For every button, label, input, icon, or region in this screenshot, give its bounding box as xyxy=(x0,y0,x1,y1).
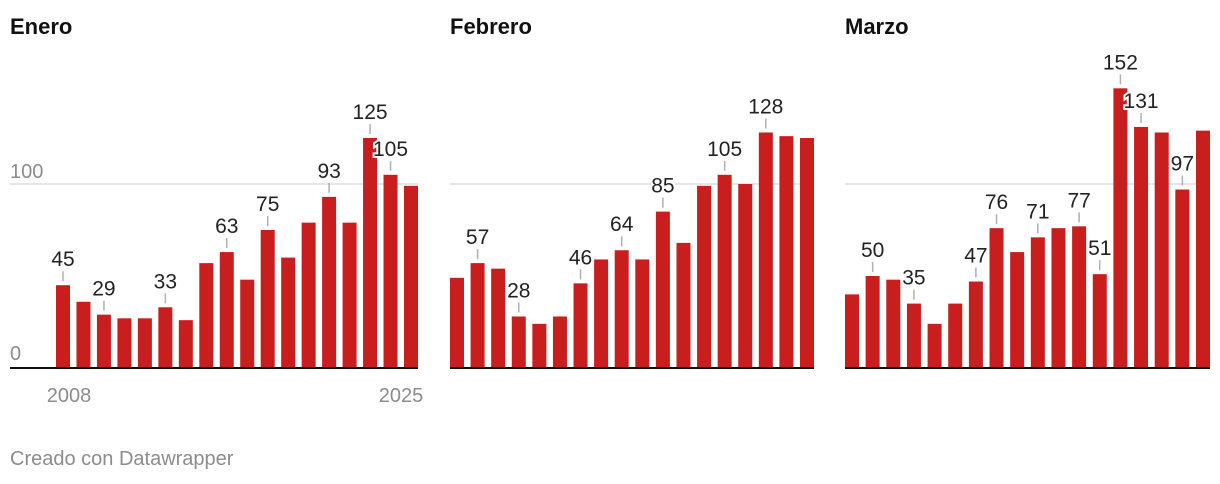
y-tick-label: 0 xyxy=(10,343,21,365)
bar xyxy=(281,257,296,368)
bar xyxy=(758,132,773,368)
panel-title: Febrero xyxy=(450,14,532,39)
bar xyxy=(573,283,588,368)
data-label: 128 xyxy=(748,95,783,118)
data-label: 63 xyxy=(215,215,238,238)
bar xyxy=(1196,130,1210,368)
small-multiples-chart: Enero 0 100 45 29 33 63 75 93 125 105 2008 2025 Febre… xyxy=(10,14,1210,407)
data-label: 51 xyxy=(1088,237,1111,260)
data-label: 85 xyxy=(651,175,674,198)
bar xyxy=(697,185,712,368)
data-label: 28 xyxy=(507,279,530,302)
bar xyxy=(1134,126,1149,369)
bar xyxy=(96,314,111,368)
bar xyxy=(865,276,880,368)
bar xyxy=(845,294,859,368)
data-label: 125 xyxy=(353,101,388,124)
data-label: 33 xyxy=(154,270,177,293)
data-label: 64 xyxy=(610,213,634,236)
bar xyxy=(1072,226,1087,368)
data-label: 50 xyxy=(861,239,884,262)
bar xyxy=(450,277,464,368)
bar xyxy=(137,318,152,368)
bar xyxy=(1051,228,1066,368)
bar xyxy=(532,323,547,368)
panel-enero: Enero 0 100 45 29 33 63 75 93 125 105 2008 2025 xyxy=(10,14,423,407)
bar xyxy=(1092,274,1107,368)
bar xyxy=(655,211,670,368)
bar xyxy=(1030,237,1045,368)
bar xyxy=(117,318,132,368)
data-label: 105 xyxy=(373,138,408,161)
bar xyxy=(614,250,629,368)
data-label: 93 xyxy=(317,160,340,183)
bar xyxy=(404,185,418,368)
data-label: 97 xyxy=(1171,153,1194,176)
bar xyxy=(948,303,963,368)
data-label: 47 xyxy=(964,245,987,268)
bar xyxy=(178,320,193,368)
bar xyxy=(158,307,173,368)
data-label: 75 xyxy=(256,193,279,216)
data-label: 77 xyxy=(1067,189,1090,212)
x-tick-label: 2008 xyxy=(47,385,92,407)
data-label: 71 xyxy=(1026,200,1049,223)
bar xyxy=(968,281,983,368)
bar xyxy=(322,196,337,368)
bar xyxy=(240,279,255,368)
y-tick-label: 100 xyxy=(10,161,43,183)
data-label: 152 xyxy=(1103,51,1138,74)
bar xyxy=(800,138,814,368)
panel-marzo: Marzo 50 35 47 76 71 77 51 152 131 97 xyxy=(845,14,1210,369)
bar xyxy=(342,222,357,368)
bar xyxy=(886,279,901,368)
bar xyxy=(738,184,753,368)
bar xyxy=(1113,88,1128,368)
data-label: 46 xyxy=(569,246,592,269)
panel-title: Enero xyxy=(10,14,72,39)
bar xyxy=(906,303,921,368)
bar xyxy=(511,316,526,368)
data-label: 29 xyxy=(92,278,115,301)
bar xyxy=(470,263,485,368)
data-label: 131 xyxy=(1124,90,1159,113)
bar xyxy=(219,252,234,368)
bar xyxy=(717,174,732,368)
bar xyxy=(676,242,691,368)
bar xyxy=(1154,132,1169,368)
bar xyxy=(1175,189,1190,368)
bar xyxy=(301,222,316,368)
bar xyxy=(927,323,942,368)
footer-credit: Creado con Datawrapper xyxy=(10,448,234,470)
bar xyxy=(491,268,506,368)
panel-title: Marzo xyxy=(845,14,909,39)
x-tick-label: 2025 xyxy=(379,385,424,407)
bar xyxy=(779,136,794,368)
bar xyxy=(383,174,398,368)
data-label: 76 xyxy=(985,191,1008,214)
bar xyxy=(363,138,378,368)
data-label: 45 xyxy=(51,248,74,271)
bar xyxy=(260,230,275,368)
bar xyxy=(199,263,214,368)
bar xyxy=(594,259,609,368)
bar xyxy=(56,285,70,368)
bar xyxy=(1010,252,1025,368)
bar xyxy=(552,316,567,368)
data-label: 35 xyxy=(902,267,925,290)
bar xyxy=(76,301,91,368)
bar xyxy=(635,259,650,368)
data-label: 105 xyxy=(707,138,742,161)
data-label: 57 xyxy=(466,226,489,249)
bar xyxy=(989,228,1004,368)
panel-febrero: Febrero 57 28 46 64 85 105 128 xyxy=(450,14,814,369)
